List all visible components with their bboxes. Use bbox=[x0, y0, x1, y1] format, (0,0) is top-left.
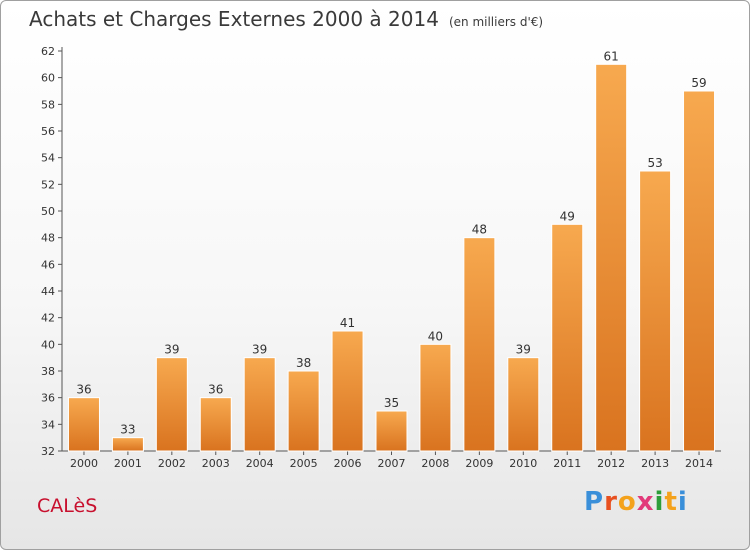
x-tick-label: 2000 bbox=[70, 457, 98, 470]
x-tick-label: 2004 bbox=[246, 457, 274, 470]
x-tick-label: 2013 bbox=[641, 457, 669, 470]
y-tick-label: 46 bbox=[41, 258, 55, 271]
logo-letter: P bbox=[584, 487, 605, 517]
x-tick-label: 2009 bbox=[465, 457, 493, 470]
y-tick-label: 50 bbox=[41, 205, 55, 218]
x-tick-label: 2001 bbox=[114, 457, 142, 470]
bar-value-label: 49 bbox=[560, 209, 575, 223]
bar-2000 bbox=[67, 397, 100, 452]
bar-2004 bbox=[243, 357, 276, 452]
bar-value-label: 48 bbox=[472, 223, 487, 237]
logo-letter: i bbox=[654, 487, 665, 517]
bar-value-label: 40 bbox=[428, 329, 443, 343]
logo-letter: r bbox=[604, 487, 618, 517]
bar-value-label: 59 bbox=[691, 76, 706, 90]
bar-2014 bbox=[683, 90, 716, 452]
y-tick-label: 44 bbox=[41, 285, 55, 298]
bar-value-label: 39 bbox=[516, 343, 531, 357]
bar-2009 bbox=[463, 237, 496, 452]
bar-value-label: 33 bbox=[120, 423, 135, 437]
logo-letter: i bbox=[677, 487, 688, 517]
bar-2007 bbox=[375, 410, 408, 452]
x-tick-label: 2011 bbox=[553, 457, 581, 470]
bar-value-label: 53 bbox=[647, 156, 662, 170]
y-tick-label: 48 bbox=[41, 232, 55, 245]
bar-2002 bbox=[155, 357, 188, 452]
commune-name: CALèS bbox=[37, 495, 98, 517]
bar-value-label: 36 bbox=[208, 383, 223, 397]
y-tick-label: 36 bbox=[41, 392, 55, 405]
bar-2008 bbox=[419, 343, 452, 452]
bar-2003 bbox=[199, 397, 232, 452]
y-tick-label: 40 bbox=[41, 338, 55, 351]
bar-value-label: 35 bbox=[384, 396, 399, 410]
y-tick-label: 62 bbox=[41, 45, 55, 58]
proxiti-logo[interactable]: Proxiti bbox=[584, 487, 688, 517]
x-tick-label: 2012 bbox=[597, 457, 625, 470]
unit-text: (en milliers d'€) bbox=[448, 15, 544, 29]
y-tick-label: 58 bbox=[41, 98, 55, 111]
y-tick-label: 38 bbox=[41, 365, 55, 378]
y-tick-label: 34 bbox=[41, 418, 55, 431]
chart-title: Achats et Charges Externes 2000 à 2014 (e… bbox=[29, 7, 543, 31]
bar-2013 bbox=[639, 170, 672, 452]
x-tick-label: 2005 bbox=[290, 457, 318, 470]
y-tick-label: 60 bbox=[41, 72, 55, 85]
title-text: Achats et Charges Externes 2000 à 2014 bbox=[29, 7, 439, 31]
y-tick-label: 32 bbox=[41, 445, 55, 458]
y-tick-label: 52 bbox=[41, 178, 55, 191]
logo-letter: x bbox=[636, 487, 655, 517]
bar-2011 bbox=[551, 223, 584, 452]
bar-2001 bbox=[111, 437, 144, 452]
y-tick-label: 42 bbox=[41, 312, 55, 325]
logo-letter: o bbox=[617, 487, 637, 517]
x-tick-label: 2006 bbox=[334, 457, 362, 470]
x-tick-label: 2003 bbox=[202, 457, 230, 470]
bar-value-label: 36 bbox=[76, 383, 91, 397]
x-tick-label: 2014 bbox=[685, 457, 713, 470]
bar-2005 bbox=[287, 370, 320, 452]
bar-value-label: 61 bbox=[604, 49, 619, 63]
y-tick-label: 54 bbox=[41, 152, 55, 165]
logo-letter: t bbox=[664, 487, 678, 517]
bar-value-label: 41 bbox=[340, 316, 355, 330]
x-tick-label: 2007 bbox=[378, 457, 406, 470]
bar-value-label: 38 bbox=[296, 356, 311, 370]
bar-value-label: 39 bbox=[252, 343, 267, 357]
x-tick-label: 2010 bbox=[509, 457, 537, 470]
bar-2006 bbox=[331, 330, 364, 452]
y-tick-label: 56 bbox=[41, 125, 55, 138]
bar-value-label: 39 bbox=[164, 343, 179, 357]
x-tick-label: 2008 bbox=[421, 457, 449, 470]
bar-2012 bbox=[595, 63, 628, 452]
bar-2010 bbox=[507, 357, 540, 452]
x-tick-label: 2002 bbox=[158, 457, 186, 470]
